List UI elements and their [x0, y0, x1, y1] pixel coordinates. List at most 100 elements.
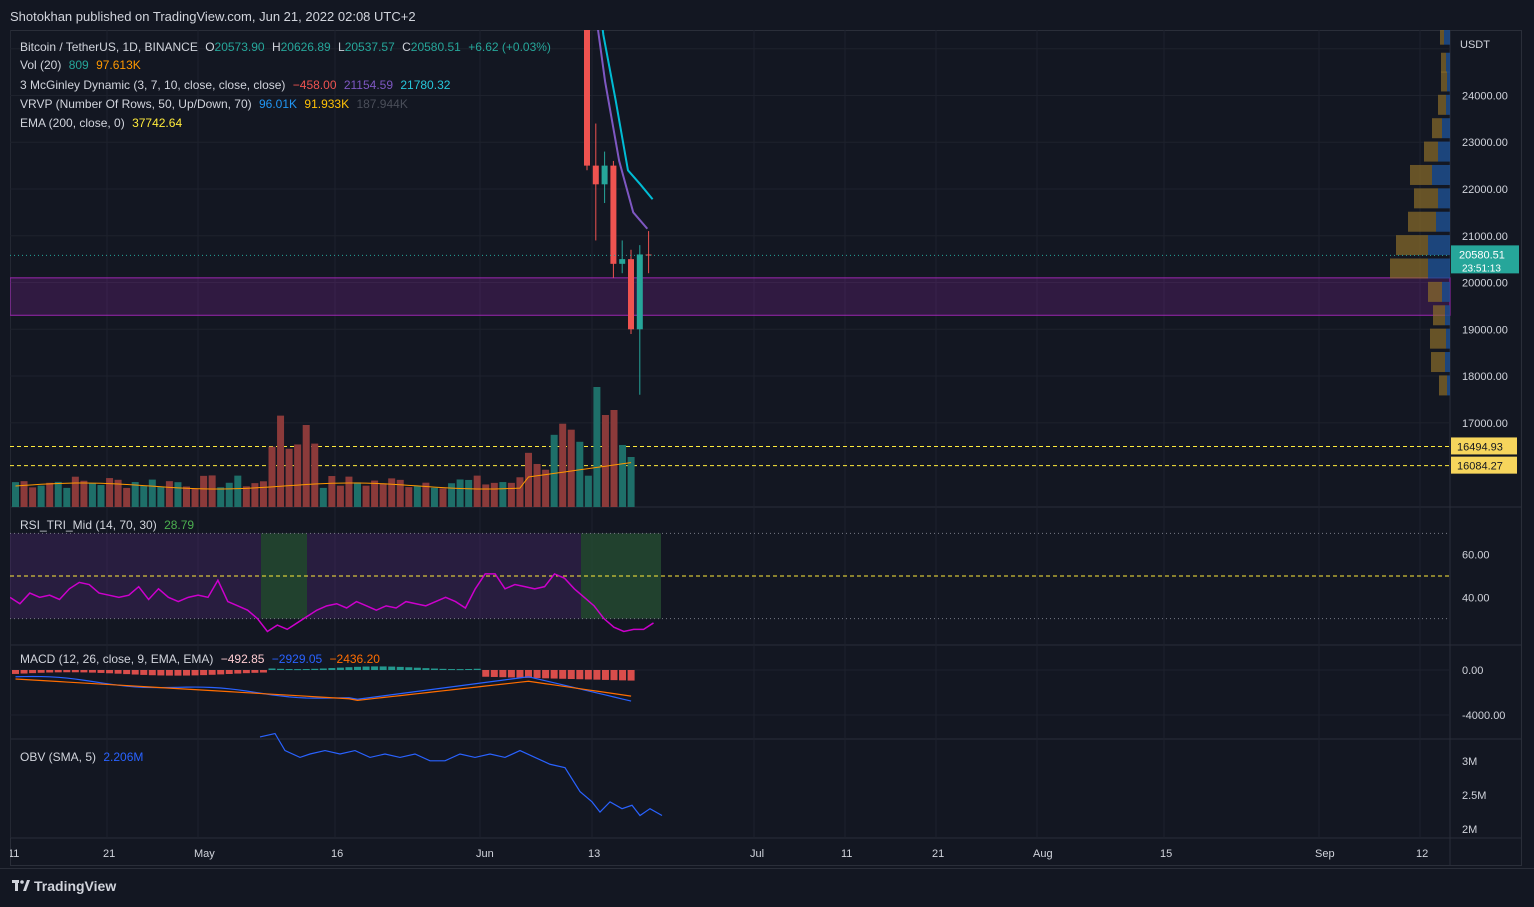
volume-bar-12: [114, 479, 122, 507]
tradingview-logo[interactable]: TradingView: [12, 878, 116, 894]
macd-hist-6: [63, 670, 71, 673]
price-tick-1: 23000.00: [1462, 137, 1508, 149]
volume-bar-29: [259, 481, 267, 507]
candle-body-7: [645, 254, 652, 256]
macd-hist-17: [157, 670, 165, 676]
vp-up-11: [1442, 281, 1450, 302]
macd-tick-1: -4000.00: [1462, 710, 1505, 722]
ema-title[interactable]: EMA (200, close, 0): [20, 116, 125, 130]
volume-bar-4: [46, 482, 54, 507]
level-label-0: 16494.93: [1457, 441, 1503, 453]
time-label-12: 12: [1416, 848, 1428, 860]
obv-legend: OBV (SMA, 5) 2.206M: [20, 750, 147, 764]
volume-bar-28: [251, 483, 259, 507]
macd-hist-68: [593, 670, 601, 680]
vp-down-8: [1408, 211, 1436, 232]
vp-up-2: [1447, 71, 1450, 92]
volume-bar-46: [405, 487, 413, 507]
support-zone: [10, 277, 1451, 316]
macd-hist-7: [71, 670, 79, 673]
candle-body-2: [601, 165, 608, 185]
volume-bar-32: [285, 448, 293, 507]
mcginley-value-1: −458.00: [292, 78, 337, 92]
low-value: 20537.57: [344, 40, 395, 54]
time-label-7: 11: [841, 848, 852, 860]
mcginley-title[interactable]: 3 McGinley Dynamic (3, 7, 10, close, clo…: [20, 78, 286, 92]
volume-bar-15: [140, 485, 148, 507]
macd-hist-71: [619, 670, 627, 681]
macd-hist-25: [225, 670, 233, 674]
macd-hist-63: [550, 670, 558, 679]
vol-value: 809: [68, 58, 89, 72]
macd-title[interactable]: MACD (12, 26, close, 9, EMA, EMA): [20, 652, 214, 666]
ema-legend: EMA (200, close, 0) 37742.64: [20, 116, 186, 130]
obv-line: [259, 732, 663, 817]
vp-up-4: [1442, 118, 1450, 139]
macd-hist-40: [354, 666, 361, 670]
candle-body-1: [592, 165, 599, 185]
volume-bar-30: [268, 446, 276, 507]
macd-hist-70: [610, 670, 618, 681]
macd-signal-value: −2436.20: [329, 652, 380, 666]
rsi-line: [10, 572, 654, 633]
macd-hist-47: [413, 667, 421, 670]
macd-hist-54: [473, 668, 481, 670]
macd-hist-2: [29, 670, 37, 674]
volume-bar-3: [37, 485, 45, 507]
time-label-4: Jun: [476, 848, 494, 860]
time-label-1: 21: [103, 848, 115, 860]
volume-bar-63: [550, 434, 558, 507]
vol-title[interactable]: Vol (20): [20, 58, 62, 72]
vp-up-14: [1445, 352, 1450, 373]
change-value: +6.62 (+0.03%): [468, 40, 551, 54]
volume-bar-20: [183, 486, 190, 507]
volume-bar-16: [148, 479, 156, 507]
price-axis-currency: USDT: [1460, 39, 1490, 51]
vp-up-7: [1438, 188, 1450, 209]
volume-bar-21: [191, 488, 199, 507]
volume-bar-34: [302, 424, 310, 507]
price-tick-2: 22000.00: [1462, 184, 1508, 196]
macd-hist-55: [482, 670, 490, 677]
time-label-10: 15: [1160, 848, 1172, 860]
volume-bar-40: [354, 482, 361, 507]
price-tick-4: 20000.00: [1462, 278, 1508, 290]
volume-bar-42: [371, 480, 379, 507]
mcginley-slow-line: [597, 30, 649, 230]
chart-canvas[interactable]: USDT 24000.00 23000.00 22000.00 21000.00 2000…: [10, 30, 1522, 866]
volume-bar-19: [174, 482, 182, 507]
rsi-title[interactable]: RSI_TRI_Mid (14, 70, 30): [20, 518, 157, 532]
macd-hist-3: [37, 670, 45, 673]
vol-ma-value: 97.613K: [96, 58, 141, 72]
volume-bar-67: [584, 475, 592, 507]
vp-up-5: [1438, 141, 1450, 162]
symbol-title[interactable]: Bitcoin / TetherUS, 1D, BINANCE: [20, 40, 198, 54]
obv-title[interactable]: OBV (SMA, 5): [20, 750, 97, 764]
macd-hist-61: [533, 670, 541, 679]
vp-down-9: [1396, 235, 1428, 256]
macd-hist-36: [319, 668, 327, 670]
vp-up-10: [1428, 258, 1450, 279]
volume-bar-57: [499, 482, 507, 507]
macd-hist-1: [20, 670, 28, 674]
macd-hist-38: [336, 667, 344, 670]
vp-down-14: [1431, 352, 1445, 373]
volume-bar-37: [328, 476, 336, 507]
vp-up-8: [1436, 211, 1450, 232]
vrvp-legend: VRVP (Number Of Rows, 50, Up/Down, 70) 9…: [20, 97, 412, 111]
vp-down-13: [1430, 328, 1446, 349]
vrvp-title[interactable]: VRVP (Number Of Rows, 50, Up/Down, 70): [20, 97, 252, 111]
macd-hist-53: [465, 668, 473, 670]
macd-hist-58: [507, 670, 515, 678]
vp-down-5: [1424, 141, 1438, 162]
volume-ma-line: [15, 462, 632, 490]
macd-hist-45: [396, 666, 404, 670]
vp-up-3: [1446, 94, 1450, 115]
vp-down-1: [1441, 52, 1446, 73]
volume-bar-24: [217, 487, 225, 507]
vp-up-13: [1446, 328, 1450, 349]
macd-hist-23: [208, 670, 216, 675]
mcginley-fast-line: [601, 30, 654, 200]
price-tick-3: 21000.00: [1462, 231, 1508, 243]
macd-line-value: −2929.05: [271, 652, 323, 666]
